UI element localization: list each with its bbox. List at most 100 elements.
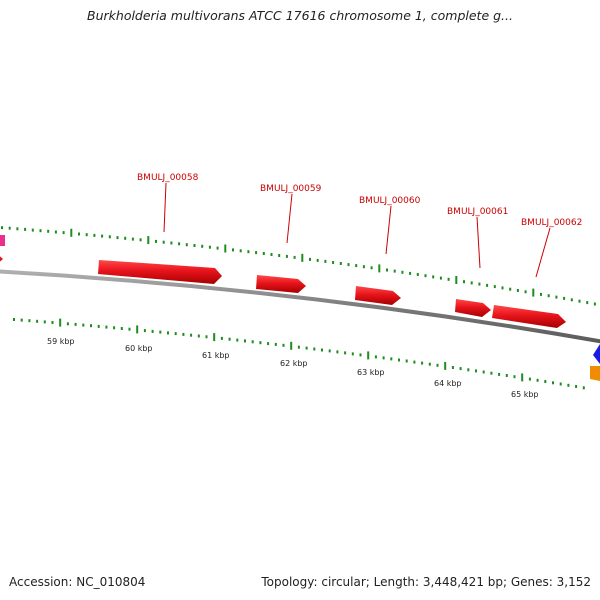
outer-ring-minor-tick xyxy=(270,253,273,256)
outer-ring-minor-tick xyxy=(178,242,181,246)
inner-ring-minor-tick xyxy=(174,332,177,336)
blue-feature xyxy=(593,344,600,364)
outer-ring-minor-tick xyxy=(131,237,134,241)
inner-ring-minor-tick xyxy=(190,333,193,337)
outer-ring-minor-tick xyxy=(586,301,589,305)
inner-ring-minor-tick xyxy=(498,372,501,376)
gene-BMULJ_00061[interactable] xyxy=(455,299,491,317)
outer-ring-minor-tick xyxy=(1,226,3,230)
gene-label-BMULJ_00061: BMULJ_00061 xyxy=(447,207,508,217)
inner-ring-minor-tick xyxy=(143,329,146,333)
inner-ring-minor-tick xyxy=(128,327,131,331)
inner-ring-minor-tick xyxy=(120,327,123,330)
inner-ring-minor-tick xyxy=(74,322,77,326)
outer-ring-minor-tick xyxy=(278,254,281,257)
inner-ring-minor-tick xyxy=(475,369,477,373)
gene-BMULJ_00058[interactable] xyxy=(98,260,222,284)
gene-label-BMULJ_00062: BMULJ_00062 xyxy=(521,218,582,228)
inner-ring-minor-tick xyxy=(344,351,347,355)
gene-BMULJ_00059[interactable] xyxy=(256,275,306,293)
scale-label-62kbp: 62 kbp xyxy=(280,359,308,368)
accession-text: Accession: NC_010804 xyxy=(9,575,146,589)
gene-label-BMULJ_00059: BMULJ_00059 xyxy=(260,184,322,194)
outer-ring-major-tick xyxy=(378,264,381,273)
inner-ring-minor-tick xyxy=(97,324,100,328)
outer-ring-minor-tick xyxy=(524,290,527,294)
outer-ring-minor-tick xyxy=(139,238,142,242)
outer-ring-minor-tick xyxy=(347,263,350,267)
outer-ring-minor-tick xyxy=(493,285,496,289)
inner-ring-minor-tick xyxy=(575,385,578,388)
outer-ring-minor-tick xyxy=(262,252,265,255)
outer-ring-minor-tick xyxy=(162,240,165,244)
outer-ring-minor-tick xyxy=(216,246,219,250)
inner-ring-minor-tick xyxy=(182,332,185,336)
inner-ring-minor-tick xyxy=(251,340,254,344)
outer-ring-minor-tick xyxy=(339,262,342,265)
inner-ring-minor-tick xyxy=(113,326,116,330)
outer-ring-minor-tick xyxy=(563,296,566,300)
inner-ring-minor-tick xyxy=(390,357,393,361)
outer-ring-minor-tick xyxy=(31,228,34,232)
inner-ring-minor-tick xyxy=(159,330,162,334)
outer-ring-minor-tick xyxy=(16,227,19,231)
inner-ring-minor-tick xyxy=(336,350,339,354)
scale-label-59kbp: 59 kbp xyxy=(47,337,75,346)
outer-ring-minor-tick xyxy=(170,241,173,245)
inner-ring-minor-tick xyxy=(413,360,416,364)
outer-ring-major-tick xyxy=(70,228,73,237)
outer-ring-minor-tick xyxy=(463,280,465,284)
outer-ring-minor-tick xyxy=(578,299,581,303)
outer-ring-minor-tick xyxy=(285,254,288,258)
inner-ring-minor-tick xyxy=(359,353,362,357)
scale-label-60kbp: 60 kbp xyxy=(125,344,153,353)
inner-ring-major-tick xyxy=(367,351,370,360)
topology-text: Topology: circular; Length: 3,448,421 bp… xyxy=(261,575,591,589)
inner-ring-minor-tick xyxy=(220,336,223,340)
outer-ring-minor-tick xyxy=(593,302,596,306)
outer-ring-major-tick xyxy=(455,276,458,284)
outer-ring-minor-tick xyxy=(401,270,404,274)
outer-ring-minor-tick xyxy=(47,229,50,233)
inner-ring-minor-tick xyxy=(544,380,547,383)
outer-ring-minor-tick xyxy=(362,265,365,269)
outer-ring-minor-tick xyxy=(62,231,65,235)
inner-ring-minor-tick xyxy=(451,366,454,369)
inner-ring-minor-tick xyxy=(259,341,262,345)
outer-ring-minor-tick xyxy=(316,258,319,262)
gene-BMULJ_00062[interactable] xyxy=(492,305,566,328)
inner-ring-minor-tick xyxy=(51,321,54,324)
inner-ring-minor-tick xyxy=(28,319,31,323)
outer-ring-minor-tick xyxy=(540,292,542,296)
chromosome-backbone xyxy=(0,269,600,344)
outer-ring-minor-tick xyxy=(447,277,450,281)
inner-ring-major-tick xyxy=(444,361,447,370)
inner-ring-minor-tick xyxy=(374,355,377,359)
outer-ring-minor-tick xyxy=(108,235,111,239)
outer-ring-minor-tick xyxy=(124,236,127,240)
inner-ring-major-tick xyxy=(290,341,293,350)
gene-label-BMULJ_00058: BMULJ_00058 xyxy=(137,173,199,183)
outer-ring-major-tick xyxy=(532,288,535,297)
inner-ring-minor-tick xyxy=(13,318,15,321)
inner-ring-minor-tick xyxy=(313,347,316,351)
gene-BMULJ_00060[interactable] xyxy=(355,286,401,305)
outer-ring-minor-tick xyxy=(101,234,104,238)
inner-ring-minor-tick xyxy=(405,359,408,363)
outer-ring-minor-tick xyxy=(201,244,204,248)
outer-ring-minor-tick xyxy=(416,273,419,276)
inner-ring-minor-tick xyxy=(228,337,231,341)
outer-ring-minor-tick xyxy=(85,233,88,237)
inner-ring-minor-tick xyxy=(559,382,562,386)
inner-ring-major-tick xyxy=(136,325,139,334)
outer-ring-minor-tick xyxy=(185,243,188,247)
scale-label-64kbp: 64 kbp xyxy=(434,379,462,388)
outer-ring-minor-tick xyxy=(8,226,11,230)
inner-ring-minor-tick xyxy=(505,374,508,377)
inner-ring-minor-tick xyxy=(36,319,39,323)
outer-ring-minor-tick xyxy=(570,298,573,302)
outer-ring-minor-tick xyxy=(255,251,258,255)
outer-ring-major-tick xyxy=(224,244,227,253)
map-title: Burkholderia multivorans ATCC 17616 chro… xyxy=(87,8,513,23)
outer-ring-minor-tick xyxy=(93,233,96,237)
